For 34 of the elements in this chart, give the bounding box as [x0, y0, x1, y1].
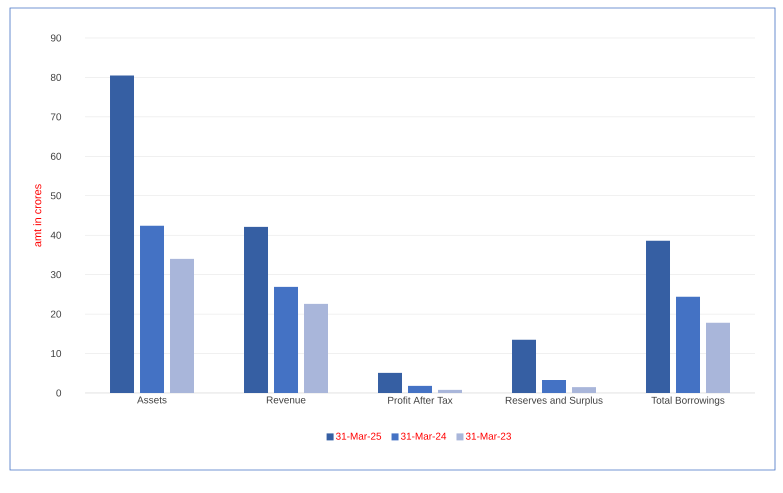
bar [512, 340, 536, 393]
x-tick-label: Revenue [266, 396, 306, 404]
y-tick-label: 20 [50, 310, 62, 318]
bar [304, 304, 328, 393]
bar [646, 240, 670, 393]
bar [572, 387, 596, 393]
bar [378, 372, 402, 393]
y-tick-label: 40 [50, 232, 62, 239]
bar [274, 286, 298, 393]
bar [170, 258, 194, 393]
bar [542, 380, 566, 393]
y-tick-label: 90 [50, 34, 62, 42]
x-tick-label: Assets [137, 396, 167, 404]
x-tick-label: Total Borrowings [651, 396, 724, 406]
y-tick-label: 80 [50, 74, 62, 81]
x-tick-label: Reserves and Surplus [506, 396, 603, 406]
bar [110, 75, 134, 393]
y-tick-label: 60 [50, 152, 62, 160]
y-tick-label: 0 [56, 389, 62, 397]
y-tick-label: 30 [50, 271, 62, 278]
y-tick-label: 70 [50, 113, 62, 120]
legend-label: 31-Mar-25 [336, 432, 382, 440]
legend-label: 31-Mar-24 [400, 432, 446, 440]
bar [140, 226, 164, 393]
legend-label: 31-Mar-23 [466, 432, 511, 440]
y-tick-label: 50 [50, 192, 62, 200]
bar [408, 386, 432, 393]
y-axis-title: amt in crores [33, 184, 42, 247]
bar [706, 322, 730, 393]
bar [676, 296, 700, 393]
bar [438, 390, 462, 393]
x-tick-label: Profit After Tax [388, 396, 453, 404]
y-tick-label: 10 [51, 350, 62, 358]
bar [244, 226, 268, 393]
